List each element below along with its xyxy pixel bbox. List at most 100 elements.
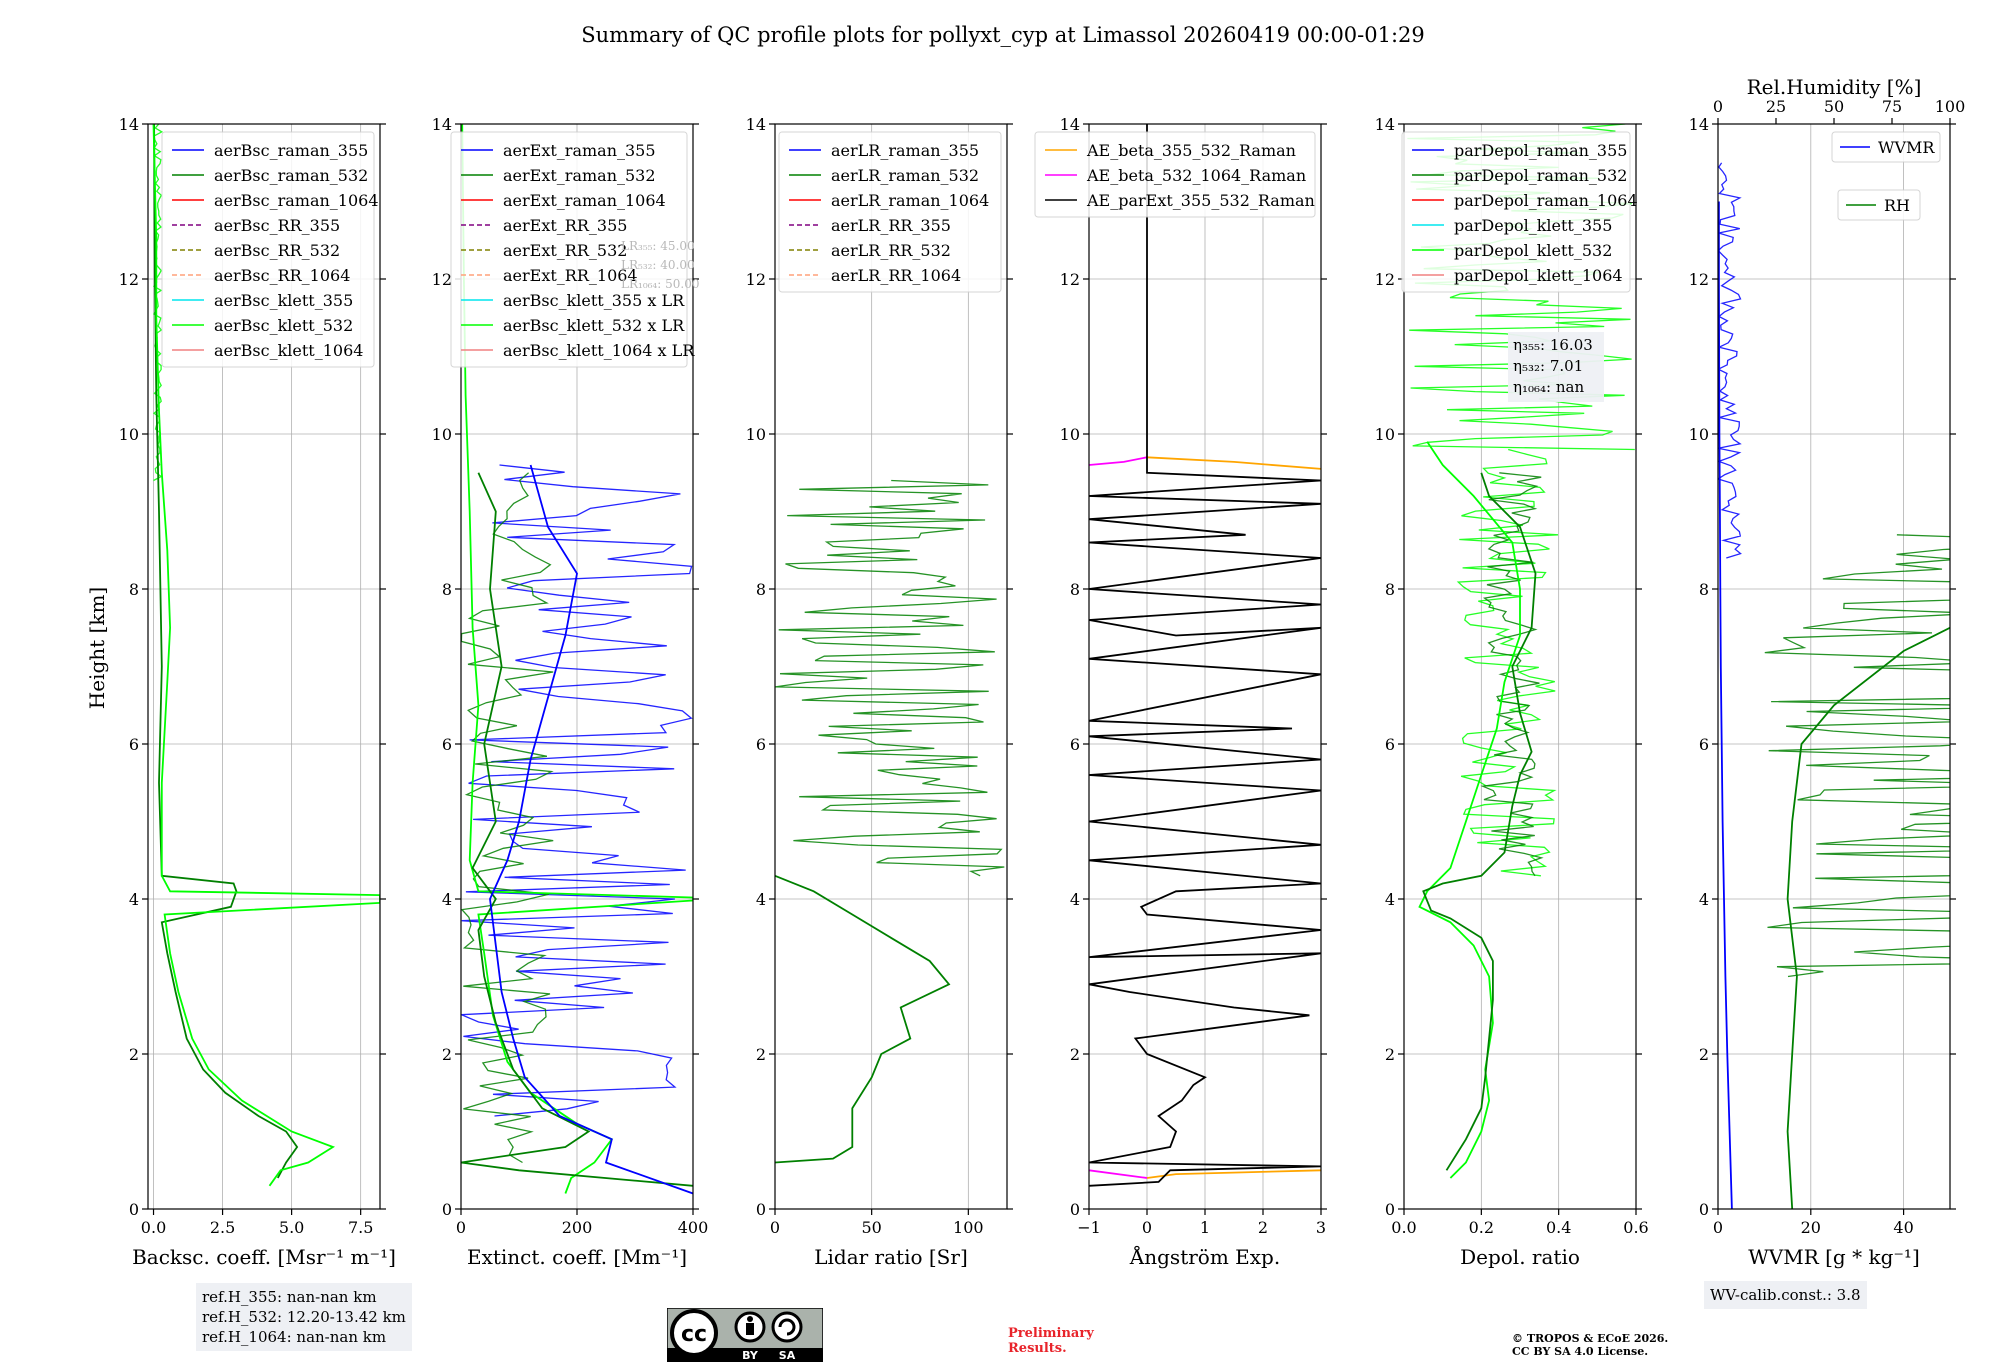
x-tick-label: 50 (861, 1218, 881, 1237)
share-alike-icon (771, 1311, 803, 1343)
y-tick-label: 8 (442, 580, 452, 599)
legend-box (1401, 131, 1631, 293)
preliminary-line-2: Results. (1008, 1341, 1067, 1356)
eta-label: η₅₃₂: 7.01 (1513, 357, 1583, 375)
legend-label: aerBsc_RR_532 (214, 241, 340, 260)
axes-frame (1403, 123, 1637, 1210)
y-tick-label: 6 (1070, 735, 1080, 754)
y-tick-label: 2 (756, 1045, 766, 1064)
x-tick-label: 1 (1200, 1218, 1210, 1237)
legend-label: aerBsc_klett_355 (214, 291, 353, 310)
x-tick-label: 20 (1801, 1218, 1821, 1237)
y-tick-label: 12 (432, 270, 452, 289)
legend-label: aerBsc_RR_355 (214, 216, 340, 235)
y-tick-label: 12 (1060, 270, 1080, 289)
wv-calib-text: WV-calib.const.: 3.8 (1710, 1286, 1861, 1304)
y-tick-label: 8 (1070, 580, 1080, 599)
x-tick-label: −1 (1077, 1218, 1101, 1237)
y-tick-label: 12 (746, 270, 766, 289)
y-tick-label: 0 (756, 1200, 766, 1219)
plot-area (1407, 124, 1635, 1179)
legend-label: aerBsc_raman_532 (214, 166, 368, 185)
legend-label: WVMR (1878, 138, 1935, 157)
cc-icon (670, 1309, 718, 1357)
y-tick-label: 4 (1385, 890, 1395, 909)
x-tick-label: 0 (1142, 1218, 1152, 1237)
y-tick-label: 4 (129, 890, 139, 909)
x-tick-label: 100 (953, 1218, 984, 1237)
x-tick-label: 0.0 (141, 1218, 166, 1237)
series-line (1422, 472, 1537, 1171)
y-tick-label: 2 (129, 1045, 139, 1064)
y-tick-label: 2 (442, 1045, 452, 1064)
legend-label: aerBsc_klett_1064 (214, 341, 363, 360)
y-tick-label: 4 (442, 890, 452, 909)
legend-label: aerBsc_RR_1064 (214, 266, 350, 285)
series-line (461, 472, 693, 1187)
x-tick-label: 40 (1893, 1218, 1913, 1237)
x-tick-label: 0.2 (1469, 1218, 1494, 1237)
y-tick-label: 2 (1699, 1045, 1709, 1064)
y-tick-label: 4 (1070, 890, 1080, 909)
series-line (1089, 456, 1148, 466)
panel-lr: 0 2 4 6 8 10 12 14 0 50 100 Lidar ratio [Sr] aerLR_r… (746, 115, 1013, 1269)
x-tick-label: 3 (1316, 1218, 1326, 1237)
eta-label: η₃₅₅: 16.03 (1513, 336, 1593, 354)
legend-label: aerBsc_raman_1064 (214, 191, 379, 210)
x-axis-label: Lidar ratio [Sr] (814, 1245, 968, 1269)
legend-box (1831, 131, 1941, 163)
legend-label: parDepol_raman_532 (1454, 166, 1627, 185)
legend-label: aerExt_raman_355 (503, 141, 656, 160)
x-axis-label: Extinct. coeff. [Mm⁻¹] (467, 1245, 687, 1269)
y-tick-label: 14 (119, 115, 139, 134)
y-tick-label: 4 (1699, 890, 1709, 909)
top-x-tick-label: 25 (1766, 97, 1786, 116)
y-tick-label: 6 (1385, 735, 1395, 754)
copyright-line-1: © TROPOS & ECoE 2026. (1512, 1332, 1669, 1345)
legend-label: parDepol_raman_355 (1454, 141, 1627, 160)
x-tick-label: 400 (678, 1218, 709, 1237)
noise-trace (1718, 162, 1742, 559)
legend-box (778, 131, 1002, 293)
noise-trace (1764, 534, 1950, 978)
legend-label: aerExt_RR_532 (503, 241, 627, 260)
y-tick-label: 4 (756, 890, 766, 909)
legend-label: aerExt_raman_532 (503, 166, 656, 185)
legend-label: AE_beta_355_532_Raman (1086, 141, 1296, 160)
legend-label: aerLR_raman_1064 (831, 191, 989, 210)
legend-label: aerBsc_klett_532 x LR (503, 316, 685, 335)
legend-label: aerExt_RR_1064 (503, 266, 638, 285)
lr-note: LR₅₃₂: 40.00 (621, 258, 695, 272)
legend-label: aerBsc_klett_355 x LR (503, 291, 685, 310)
x-axis-label: Depol. ratio (1460, 1245, 1580, 1269)
figure-title: Summary of QC profile plots for pollyxt_… (581, 23, 1425, 47)
y-tick-label: 14 (1689, 115, 1709, 134)
y-axis-label: Height [km] (85, 587, 109, 709)
legend-label: parDepol_klett_532 (1454, 241, 1612, 260)
top-x-tick-label: 0 (1713, 97, 1723, 116)
legend-label: aerLR_RR_355 (831, 216, 951, 235)
copyright-line-2: CC BY SA 4.0 License. (1512, 1345, 1649, 1358)
y-tick-label: 10 (1689, 425, 1709, 444)
x-tick-label: 0.4 (1546, 1218, 1571, 1237)
y-tick-label: 12 (1689, 270, 1709, 289)
by-label: BY (742, 1349, 759, 1362)
y-tick-label: 0 (129, 1200, 139, 1219)
y-tick-label: 8 (129, 580, 139, 599)
legend-label: AE_beta_532_1064_Raman (1086, 166, 1306, 185)
y-tick-label: 8 (1385, 580, 1395, 599)
x-tick-label: 2 (1258, 1218, 1268, 1237)
legend-label: aerBsc_raman_355 (214, 141, 368, 160)
x-tick-label: 0.0 (1391, 1218, 1416, 1237)
top-x-axis-label: Rel.Humidity [%] (1747, 75, 1922, 99)
legend-box (450, 131, 688, 368)
legend-label: parDepol_klett_1064 (1454, 266, 1623, 285)
y-tick-label: 0 (1070, 1200, 1080, 1219)
legend-label: parDepol_klett_355 (1454, 216, 1612, 235)
legend-label: aerLR_RR_532 (831, 241, 951, 260)
cc-icon-text: cc (681, 1322, 707, 1347)
x-axis-label: WVMR [g * kg⁻¹] (1748, 1245, 1920, 1269)
y-tick-label: 6 (1699, 735, 1709, 754)
